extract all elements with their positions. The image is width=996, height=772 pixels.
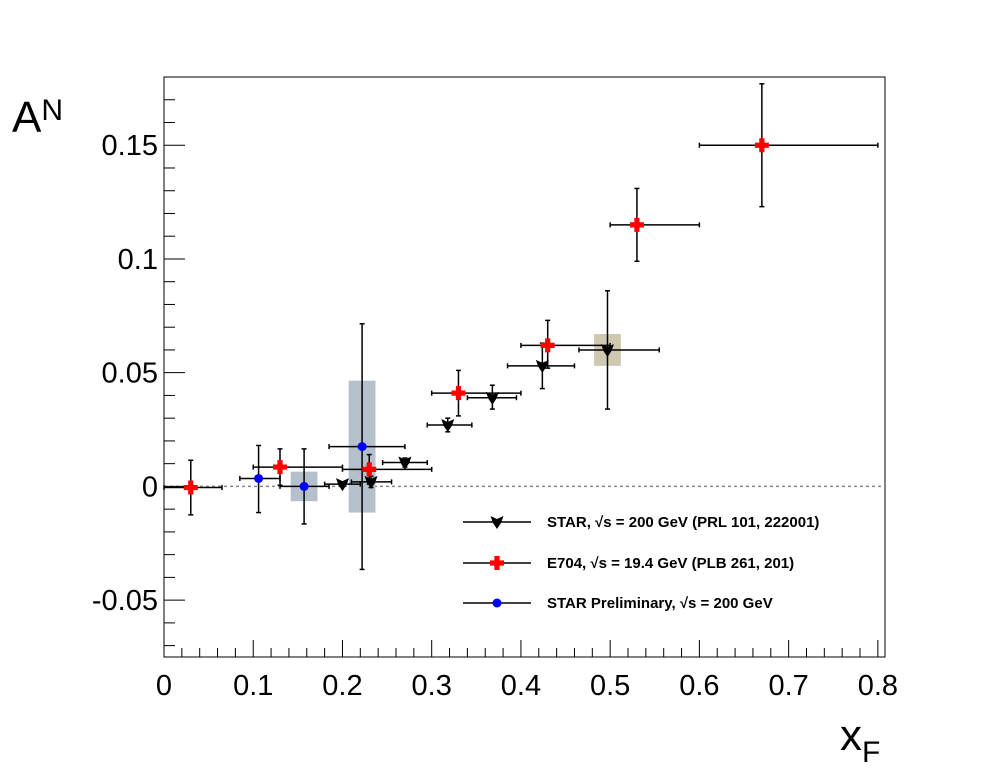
tick-labels: 0 0.1 0.2 0.3 0.4 0.5 0.6 0.7 0.8 -0.05 0 0.05 0.1 0.… (92, 130, 898, 702)
legend-entry: E704, √s = 19.4 GeV (PLB 261, 201) (463, 555, 794, 572)
data-point (629, 217, 644, 232)
legend-marker (490, 516, 504, 529)
y-tick-label: -0.05 (92, 585, 158, 617)
x-tick-label: 0 (156, 670, 172, 702)
legend-marker (492, 598, 502, 608)
data-point (362, 462, 377, 477)
y-tick-label: 0 (142, 471, 158, 503)
legend: STAR, √s = 200 GeV (PRL 101, 222001) E704… (463, 514, 819, 612)
y-axis-title: AN (12, 93, 63, 142)
data-point (183, 480, 198, 495)
data-point (299, 481, 309, 491)
legend-label: E704, √s = 19.4 GeV (PLB 261, 201) (547, 555, 794, 572)
x-tick-label: 0.8 (858, 670, 898, 702)
legend-label: STAR Preliminary, √s = 200 GeV (547, 595, 773, 612)
error-bars (163, 83, 879, 571)
data-point (357, 442, 367, 452)
legend-entry: STAR Preliminary, √s = 200 GeV (463, 595, 773, 612)
x-tick-label: 0.5 (590, 670, 630, 702)
y-tick-label: 0.05 (102, 358, 158, 390)
data-point (441, 419, 455, 432)
data-point (398, 456, 412, 470)
error-bar (430, 369, 522, 417)
axis-ticks (163, 76, 879, 657)
x-tick-label: 0.1 (233, 670, 273, 702)
data-point (335, 478, 349, 492)
x-tick-label: 0.4 (501, 670, 541, 702)
legend-marker (490, 556, 504, 571)
y-tick-label: 0.15 (102, 130, 158, 162)
x-tick-label: 0.6 (679, 670, 719, 702)
x-axis-title: xF (840, 711, 880, 769)
data-point (254, 473, 264, 483)
x-tick-label: 0.3 (412, 670, 452, 702)
data-point (754, 138, 769, 153)
data-point (451, 386, 466, 401)
data-point (273, 460, 288, 475)
data-point (485, 391, 499, 405)
y-tick-label: 0.1 (118, 244, 158, 276)
x-tick-label: 0.2 (322, 670, 362, 702)
x-tick-label: 0.7 (768, 670, 808, 702)
legend-entry: STAR, √s = 200 GeV (PRL 101, 222001) (463, 514, 819, 531)
plot-frame (163, 76, 886, 658)
data-markers (183, 138, 769, 495)
data-point (364, 475, 378, 489)
data-point (540, 338, 555, 353)
legend-label: STAR, √s = 200 GeV (PRL 101, 222001) (547, 514, 819, 531)
data-point (600, 343, 614, 357)
data-point (535, 359, 549, 373)
